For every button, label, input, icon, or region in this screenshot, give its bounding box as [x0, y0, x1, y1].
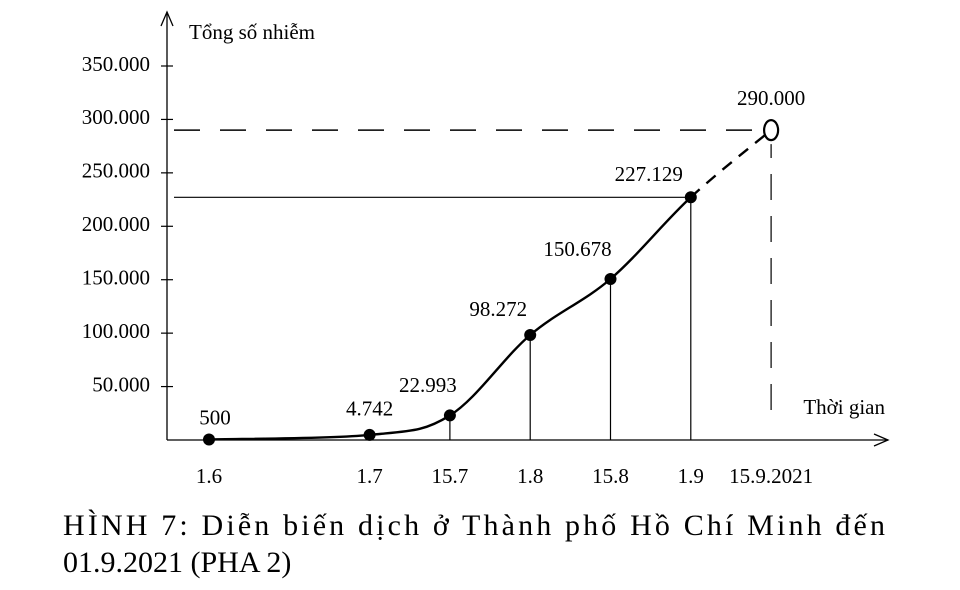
x-axis-arrow — [873, 433, 890, 447]
point-marker — [203, 433, 215, 446]
x-tick-label: 1.9 — [678, 464, 704, 488]
point-marker — [684, 191, 697, 204]
data-label: 290.000 — [737, 86, 805, 110]
data-label: 22.993 — [399, 373, 457, 397]
data-label: 150.678 — [543, 237, 611, 261]
y-axis-arrow — [160, 10, 174, 27]
y-tick-label: 350.000 — [82, 52, 150, 76]
caption-line: HÌNH 7: Diễn biến dịch ở Thành phố Hồ Ch… — [63, 509, 885, 542]
x-axis-label: Thời gian — [803, 395, 885, 419]
y-tick-label: 50.000 — [92, 372, 150, 396]
line — [208, 196, 692, 441]
point-marker — [363, 428, 376, 441]
data-label: 500 — [199, 405, 231, 429]
y-tick-label: 200.000 — [82, 212, 150, 236]
point-marker — [443, 409, 456, 422]
caption-line: 01.9.2021 (PHA 2) — [63, 546, 291, 579]
data-label: 4.742 — [346, 397, 393, 421]
projection-line — [689, 129, 772, 199]
point-marker — [604, 272, 617, 285]
x-tick-label: 15.9.2021 — [729, 464, 813, 488]
data-label: 98.272 — [469, 297, 527, 321]
x-tick-label: 15.8 — [592, 464, 629, 488]
y-axis-label: Tổng số nhiễm — [189, 20, 315, 44]
y-tick-label: 150.000 — [82, 266, 150, 290]
y-tick-label: 100.000 — [82, 319, 150, 343]
y-tick-label: 250.000 — [82, 159, 150, 183]
x-tick-label: 1.8 — [517, 464, 543, 488]
point-marker — [524, 328, 537, 341]
x-tick-label: 1.7 — [356, 464, 382, 488]
x-tick-label: 1.6 — [196, 464, 222, 488]
point-marker — [762, 119, 780, 142]
x-tick-label: 15.7 — [432, 464, 469, 488]
data-label: 227.129 — [615, 162, 683, 186]
y-tick-label: 300.000 — [82, 105, 150, 129]
